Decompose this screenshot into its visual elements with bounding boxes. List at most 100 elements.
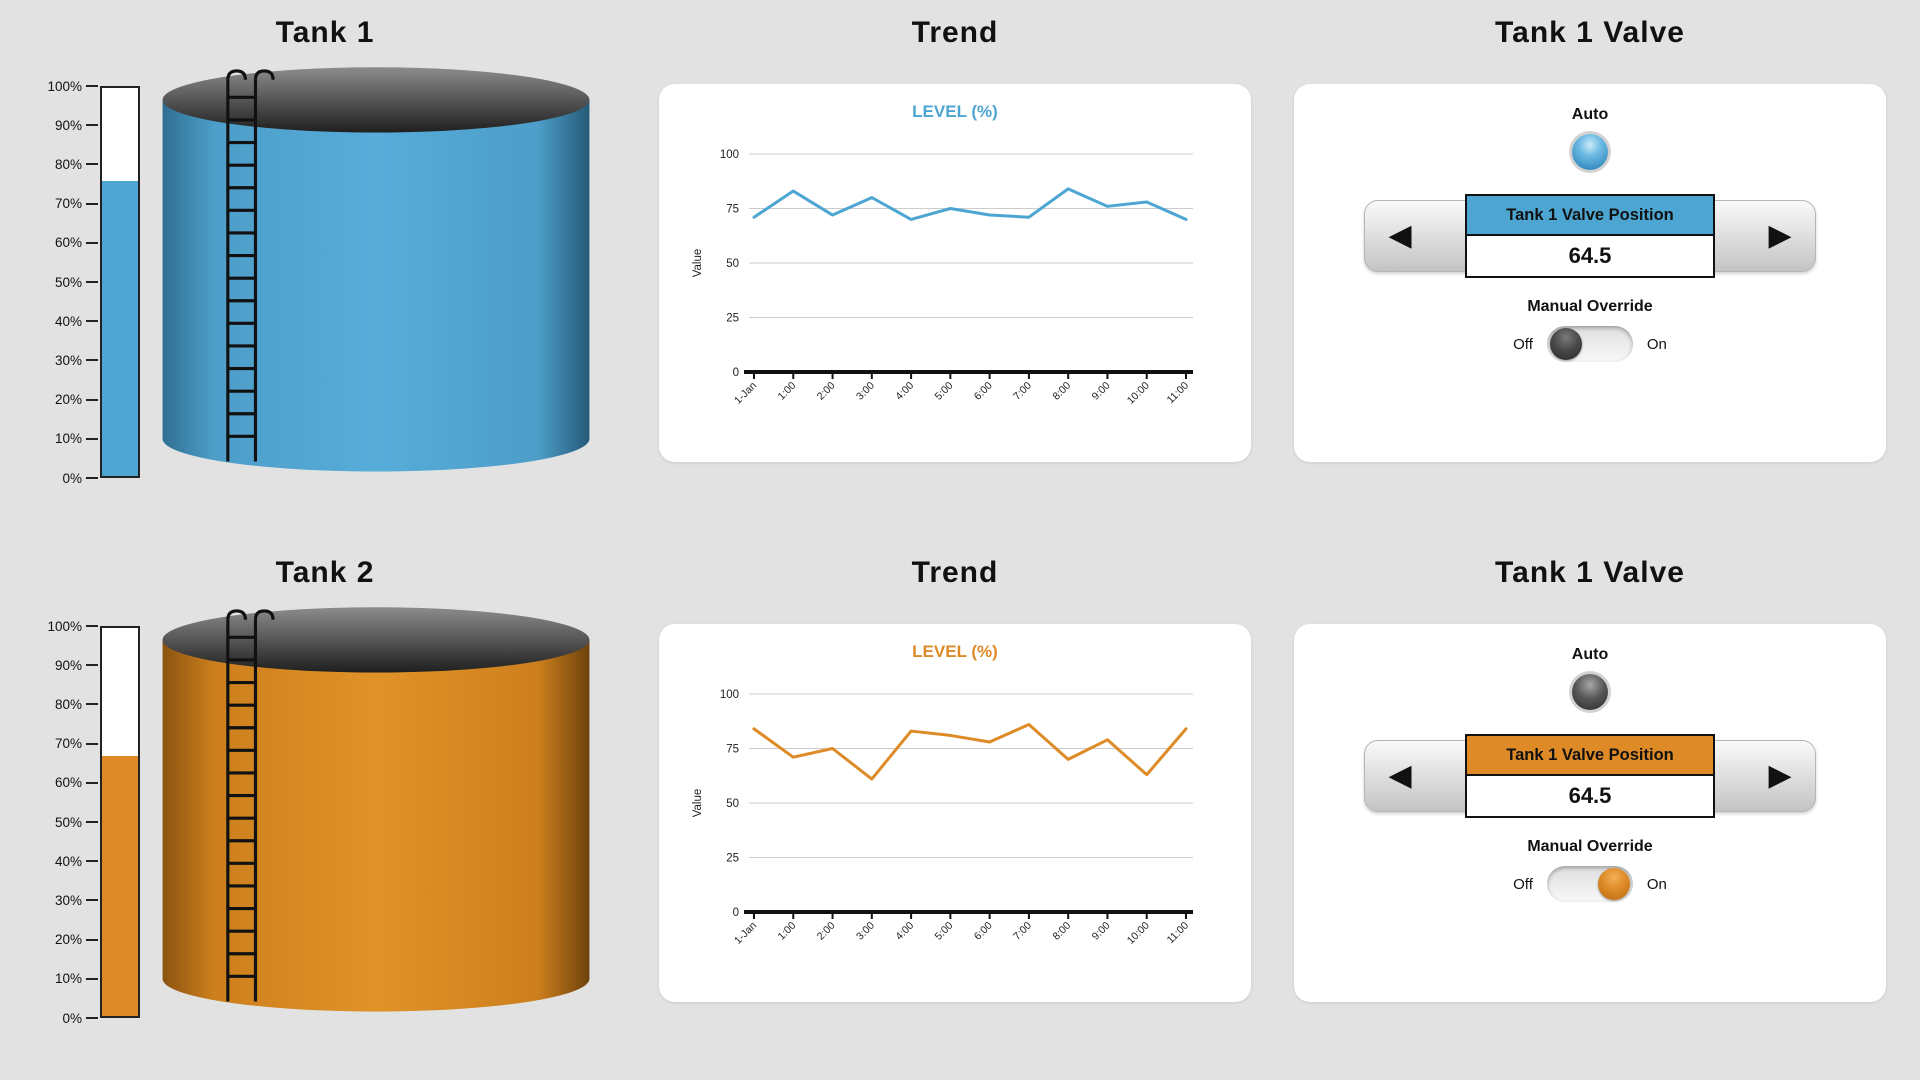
tank1-gauge-fill [102,181,138,476]
tank2-auto-indicator-light[interactable] [1572,674,1608,710]
y-tick-label: 50 [726,258,739,270]
gauge-tick: 70% [34,196,98,211]
tank1-gauge-bar [100,86,140,478]
tank1-valve-title: Tank 1 Valve [1495,16,1685,49]
tank2-graphic-area: 0% 10% 20% 30% 40% 50% 60% 70% 80% 90% 100% [0,600,650,1026]
tank2-ladder-icon [226,609,275,1002]
tank1-title: Tank 1 [275,16,375,49]
y-axis-label: Value [692,789,704,818]
tank2-valve-decrease-arrow-icon[interactable]: ◀ [1365,761,1435,791]
tank2-valve-stepper: ◀ Tank 1 Valve Position 64.5 ▶ [1364,734,1816,818]
gauge-tick: 50% [34,275,98,290]
tank2-override-off-label: Off [1513,875,1533,893]
gauge-tick: 50% [34,815,98,830]
gauge-tick: 60% [34,235,98,250]
gauge-tick: 60% [34,775,98,790]
tank2-override-toggle-row: Off On [1513,866,1667,902]
y-tick-label: 100 [720,149,739,161]
tank2-trend-chart: 0 25 50 75 100 1-Jan 1:00 2:00 3:00 4:00 5:00 6:00 7… [692,689,1193,947]
tank1-chart-title: LEVEL (%) [912,102,998,121]
tank2-body [162,639,590,1012]
x-tick-label: 1:00 [775,380,798,403]
tank1-valve-position-value: 64.5 [1467,236,1713,276]
tank1-valve-position-box: Tank 1 Valve Position 64.5 [1465,194,1715,278]
x-tick-label: 2:00 [815,380,838,403]
gauge-tick: 90% [34,118,98,133]
tank2-trend-section: Trend LEVEL (%) 0 25 50 75 100 1-Jan 1:00 2:00 3… [650,540,1260,1080]
tank2-chart-title: LEVEL (%) [912,642,998,661]
x-tick-label: 1-Jan [732,380,759,407]
x-tick-label: 3:00 [854,920,877,943]
gauge-tick: 0% [34,471,98,486]
tank1-auto-indicator-light[interactable] [1572,134,1608,170]
y-tick-label: 25 [726,853,739,865]
tank2-section: Tank 2 0% 10% 20% 30% 40% 50% 60% 70% 80% 90% 100% [0,540,650,1080]
tank1-toggle-knob [1549,328,1582,360]
gauge-tick: 40% [34,314,98,329]
tank2-valve-title: Tank 1 Valve [1495,556,1685,589]
gauge-tick: 10% [34,431,98,446]
x-tick-label: 1-Jan [732,920,759,947]
tank1-cylinder-graphic [162,67,590,472]
tank1-section: Tank 1 0% 10% 20% 30% 40% 50% 60% 70% 80% 90% 100% [0,0,650,540]
tank1-row: Tank 1 0% 10% 20% 30% 40% 50% 60% 70% 80% 90% 100% [0,0,1920,540]
x-tick-label: 10:00 [1125,920,1152,947]
x-tick-label: 5:00 [933,380,956,403]
tank1-trend-section: Trend LEVEL (%) 0 25 50 75 100 1-Jan 1:00 2:00 3… [650,0,1260,540]
x-tick-label: 8:00 [1050,920,1073,943]
tank2-level-gauge: 0% 10% 20% 30% 40% 50% 60% 70% 80% 90% 100% [34,619,146,1026]
tank2-override-toggle[interactable] [1546,866,1633,902]
y-tick-label: 75 [726,744,739,756]
tank2-trend-card: LEVEL (%) 0 25 50 75 100 1-Jan 1:00 2:00 3:00 4:0… [659,624,1251,1002]
gauge-tick: 10% [34,971,98,986]
tank1-override-on-label: On [1646,335,1667,353]
tank1-valve-decrease-arrow-icon[interactable]: ◀ [1365,221,1435,251]
x-tick-label: 5:00 [933,920,956,943]
tank1-override-toggle[interactable] [1546,326,1633,362]
tank1-valve-card: Auto ◀ Tank 1 Valve Position 64.5 ▶ Manu… [1294,84,1886,462]
tank2-valve-card: Auto ◀ Tank 1 Valve Position 64.5 ▶ Manu… [1294,624,1886,1002]
tank2-toggle-knob [1597,868,1630,900]
y-tick-label: 0 [733,907,739,919]
tank2-top [162,607,590,673]
x-tick-label: 2:00 [815,920,838,943]
tank1-graphic-area: 0% 10% 20% 30% 40% 50% 60% 70% 80% 90% 100% [0,60,650,486]
y-tick-label: 50 [726,798,739,810]
x-tick-label: 7:00 [1011,920,1034,943]
tank2-title: Tank 2 [275,556,375,589]
tank1-valve-section: Tank 1 Valve Auto ◀ Tank 1 Valve Positio… [1260,0,1920,540]
gauge-tick: 100% [34,619,98,634]
gauge-tick: 20% [34,932,98,947]
gauge-tick: 30% [34,353,98,368]
tank1-valve-stepper: ◀ Tank 1 Valve Position 64.5 ▶ [1364,194,1816,278]
gauge-tick: 80% [34,697,98,712]
tank1-level-gauge: 0% 10% 20% 30% 40% 50% 60% 70% 80% 90% 100% [34,79,146,486]
tank1-ladder-icon [226,69,275,462]
tank2-row: Tank 2 0% 10% 20% 30% 40% 50% 60% 70% 80% 90% 100% [0,540,1920,1080]
tank1-valve-increase-arrow-icon[interactable]: ▶ [1745,221,1815,251]
gauge-tick: 40% [34,854,98,869]
tank1-top [162,67,590,133]
tank1-trend-card: LEVEL (%) 0 25 50 75 100 1-Jan 1:00 2:00 3:00 4:0… [659,84,1251,462]
y-tick-label: 75 [726,204,739,216]
tank1-valve-position-header: Tank 1 Valve Position [1467,196,1713,236]
y-axis-label: Value [692,249,704,278]
tank2-valve-increase-arrow-icon[interactable]: ▶ [1745,761,1815,791]
gauge-tick: 70% [34,736,98,751]
tank1-body [162,99,590,472]
x-tick-label: 11:00 [1165,380,1192,407]
x-tick-label: 9:00 [1090,920,1113,943]
tank2-override-on-label: On [1646,875,1667,893]
tank1-trend-chart: 0 25 50 75 100 1-Jan 1:00 2:00 3:00 4:00 5:00 6:00 7… [692,149,1193,407]
gauge-tick: 20% [34,392,98,407]
gauge-tick: 30% [34,893,98,908]
tank2-gauge-bar [100,626,140,1018]
x-tick-label: 9:00 [1090,380,1113,403]
tank1-trend-title: Trend [911,16,999,49]
trend-series-line [752,187,1188,221]
tank2-auto-label: Auto [1571,646,1609,663]
x-tick-label: 10:00 [1125,380,1152,407]
tank2-valve-position-box: Tank 1 Valve Position 64.5 [1465,734,1715,818]
x-tick-label: 4:00 [893,920,916,943]
